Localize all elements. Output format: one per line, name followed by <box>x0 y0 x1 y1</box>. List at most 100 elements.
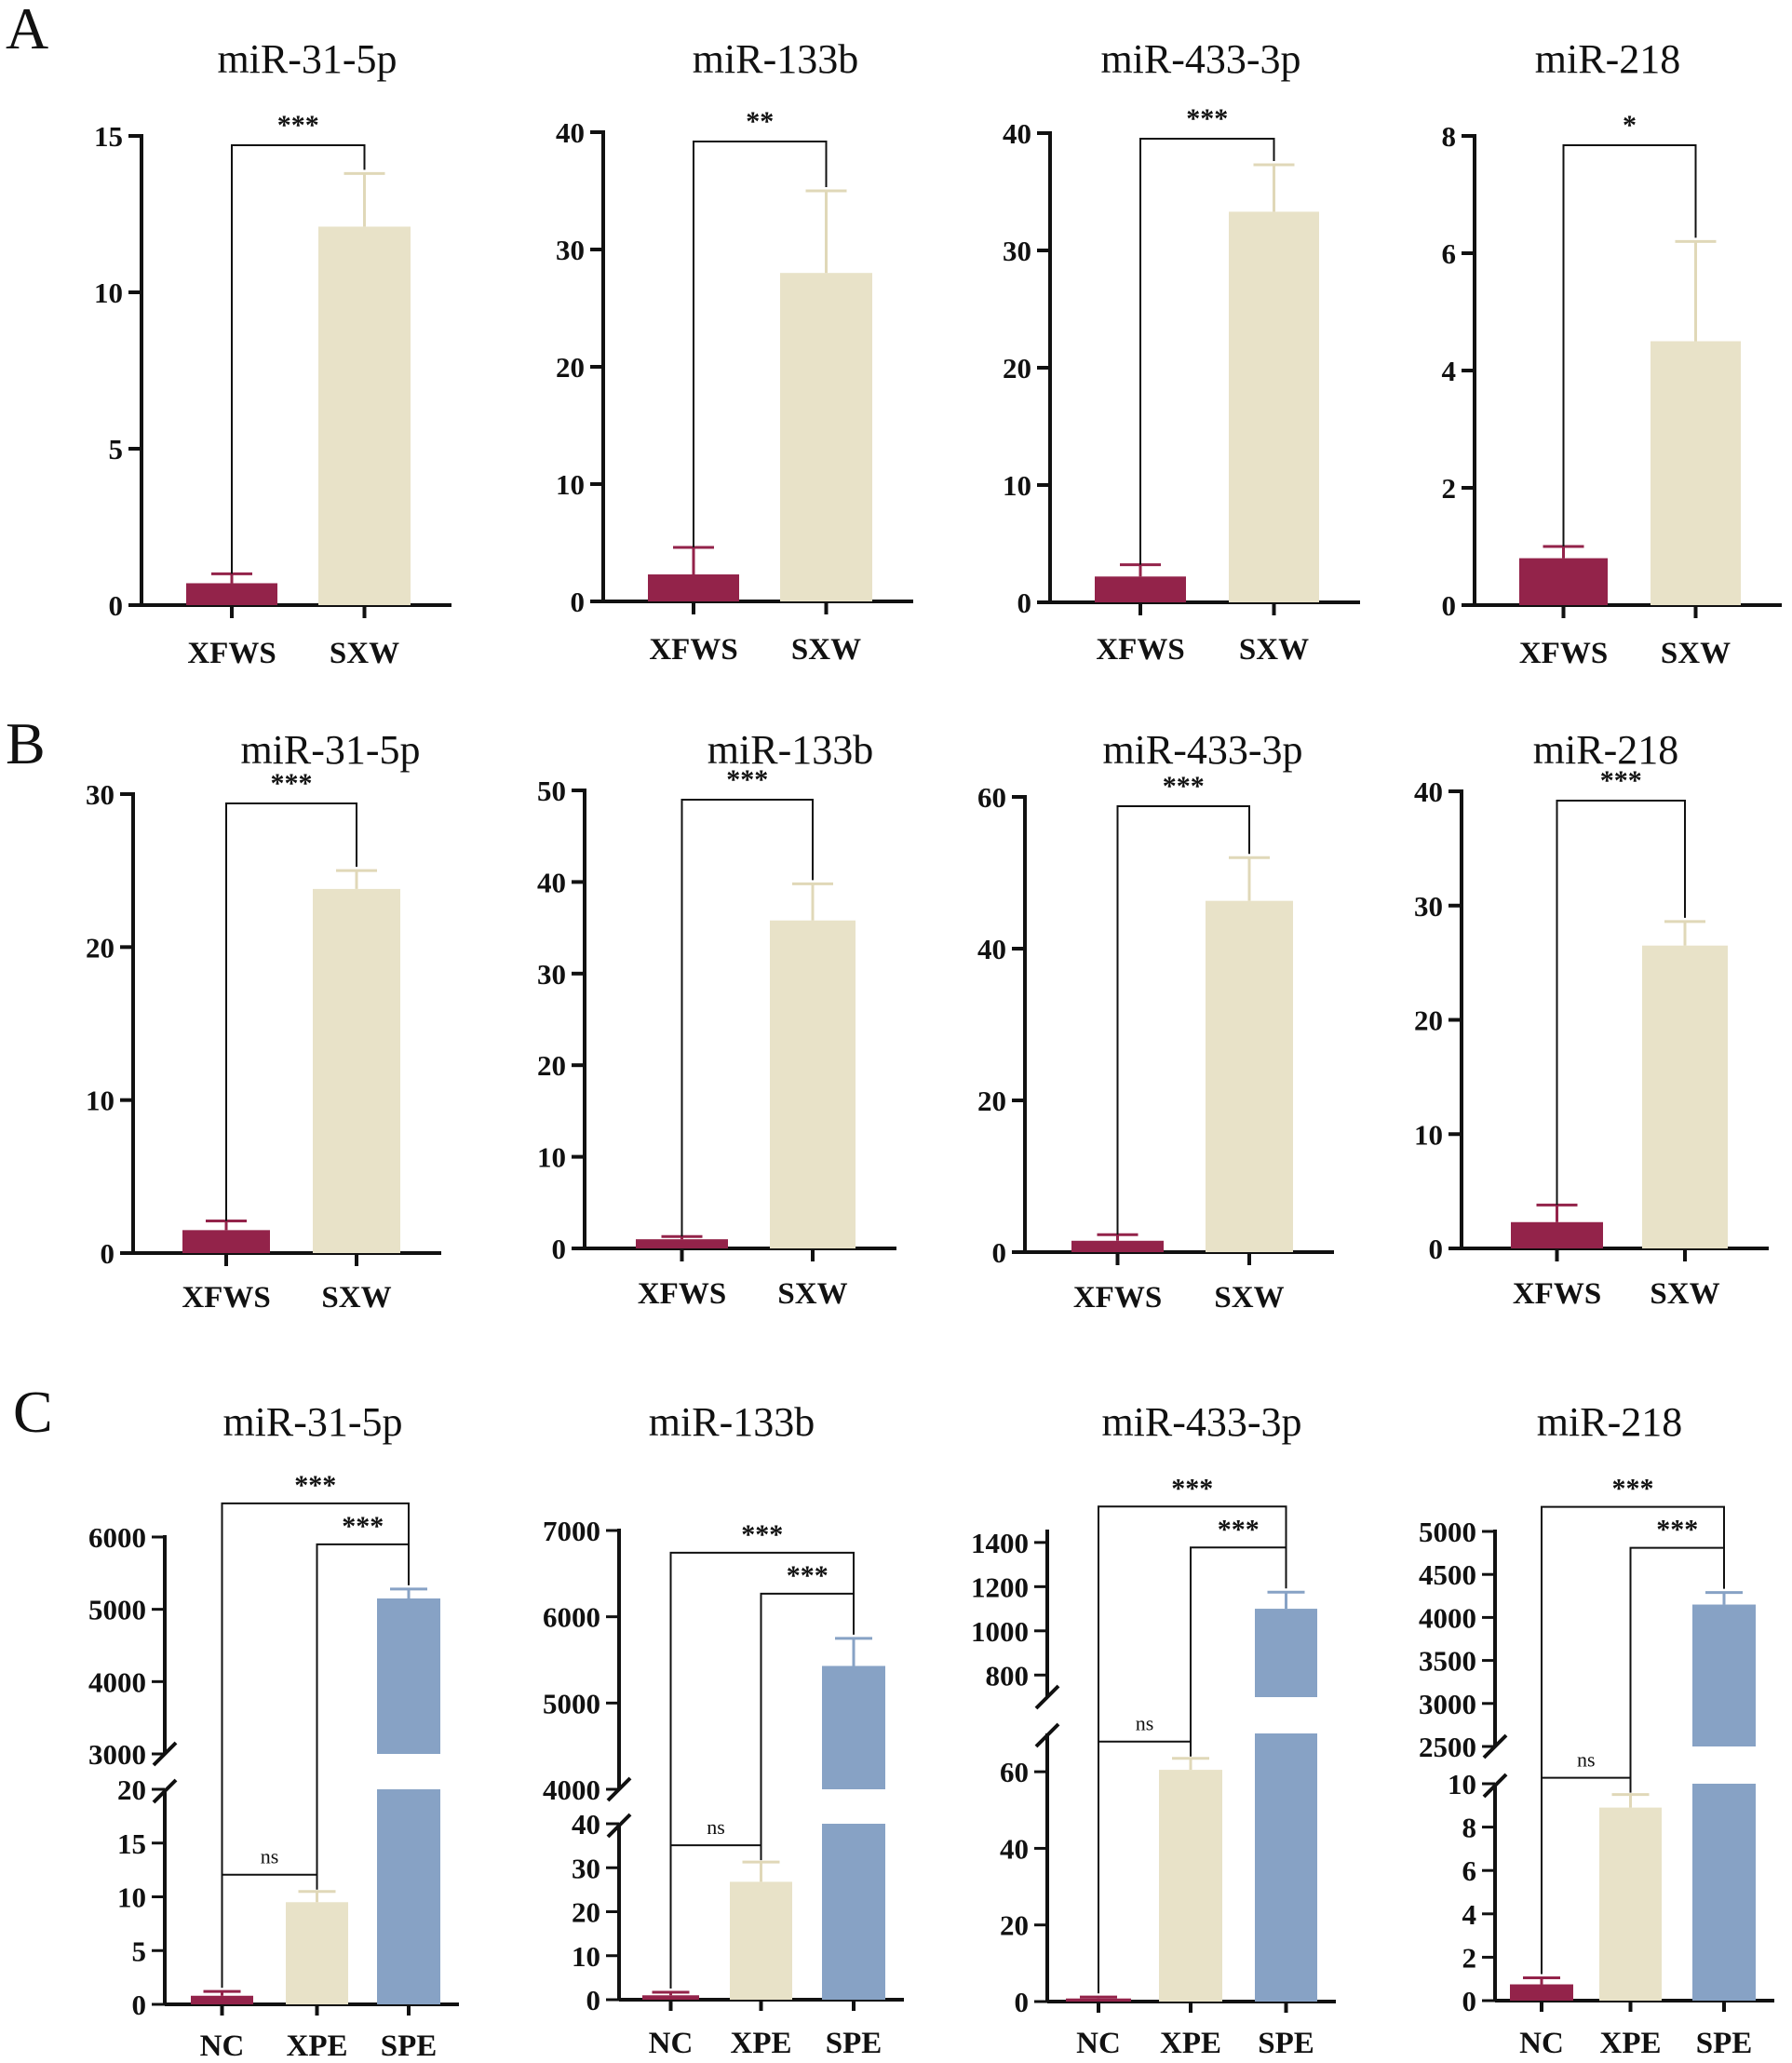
chart-b-mir-218: miR-218 0 10 20 30 40 XFWS SXW *** <box>1414 727 1769 1311</box>
significance-label: ns <box>261 1845 279 1868</box>
x-tick-label: SPE <box>826 2027 883 2060</box>
y-tick-label: 15 <box>94 120 123 153</box>
chart-title: miR-433-3p <box>1100 36 1300 82</box>
x-tick-label: SXW <box>1650 1277 1719 1311</box>
y-tick-label: 30 <box>537 958 566 991</box>
y-tick-label: 5 <box>109 433 124 465</box>
bar-xfws <box>1511 1221 1603 1248</box>
axis-break-mark <box>1034 1684 1060 1710</box>
significance-bracket <box>1562 144 1697 546</box>
bar-xfws <box>1095 576 1186 602</box>
y-tick-label: 4500 <box>1419 1558 1476 1591</box>
y-tick-label: 3000 <box>1419 1688 1476 1720</box>
x-tick-label: XFWS <box>182 1281 270 1315</box>
y-tick-label: 0 <box>1017 587 1032 619</box>
bar-nc <box>1066 1998 1131 2002</box>
y-tick-label: 0 <box>1462 1985 1477 2017</box>
x-tick-label: XFWS <box>1513 1277 1601 1311</box>
significance-bracket <box>1098 1505 1287 1994</box>
y-tick-label: 50 <box>537 775 566 807</box>
x-tick-label: SXW <box>777 1277 847 1311</box>
chart-title: miR-133b <box>707 727 873 773</box>
chart-a-mir-31-5p: miR-31-5p 0 5 10 15 XFWS SXW *** <box>94 36 451 670</box>
bar-xpe <box>730 1881 792 2000</box>
bar-spe-upper <box>1255 1609 1317 1697</box>
y-tick-label: 60 <box>1000 1756 1029 1788</box>
y-tick-label: 20 <box>86 931 115 964</box>
x-tick-label: XFWS <box>1096 633 1184 667</box>
y-tick-label: 10 <box>556 468 585 501</box>
chart-title: miR-433-3p <box>1102 727 1302 773</box>
bar-sxw <box>313 888 400 1253</box>
chart-title: miR-133b <box>693 36 858 82</box>
bar-xfws <box>1519 558 1608 605</box>
bar-sxw <box>1206 900 1293 1252</box>
bar-spe-upper <box>822 1665 885 1789</box>
y-tick-label: 0 <box>1442 589 1457 622</box>
y-tick-label: 6 <box>1442 237 1457 270</box>
bar-xfws <box>182 1230 270 1253</box>
y-tick-label: 0 <box>586 1984 601 2016</box>
y-tick-label: 10 <box>1003 469 1031 502</box>
y-tick-label: 3500 <box>1419 1645 1476 1678</box>
y-tick-label: 4 <box>1462 1898 1477 1931</box>
x-tick-label: XPE <box>1160 2027 1221 2060</box>
significance-bracket <box>760 1592 855 1846</box>
bar-sxw <box>1642 945 1728 1248</box>
significance-label: *** <box>1600 765 1642 796</box>
y-tick-label: 0 <box>571 586 586 618</box>
y-tick-label: 1400 <box>971 1527 1029 1559</box>
bar-spe-lower <box>822 1824 885 2000</box>
bar-xpe <box>1159 1770 1222 2002</box>
chart-title: miR-31-5p <box>222 1399 402 1445</box>
y-tick-label: 2 <box>1462 1941 1477 1974</box>
y-tick-label: 40 <box>537 866 566 898</box>
x-tick-label: XFWS <box>649 633 737 667</box>
chart-title: miR-218 <box>1533 727 1678 773</box>
x-tick-label: SXW <box>1661 637 1731 670</box>
y-tick-label: 40 <box>1003 117 1031 150</box>
chart-c-mir-218: miR-218 0 2 4 6 8 10 2500 3000 3500 4000 4500 5000 NC… <box>1419 1399 1774 2060</box>
chart-a-mir-218: miR-218 0 2 4 6 8 XFWS SXW * <box>1442 36 1782 670</box>
y-tick-label: 40 <box>572 1808 600 1841</box>
y-tick-label: 4000 <box>543 1773 600 1806</box>
x-tick-label: SXW <box>1214 1281 1284 1315</box>
axis-break-mark <box>1482 1773 1508 1799</box>
bar-xfws <box>186 583 277 605</box>
bar-xpe <box>1599 1807 1662 2001</box>
y-tick-label: 20 <box>1000 1909 1029 1942</box>
significance-bracket <box>1139 138 1275 565</box>
y-tick-label: 0 <box>101 1237 115 1270</box>
significance-bracket <box>1556 800 1686 1206</box>
significance-label: ns <box>1577 1748 1596 1772</box>
bar-nc <box>191 1995 253 2004</box>
chart-b-mir-133b: miR-133b 0 10 20 30 40 50 XFWS SXW *** <box>537 727 896 1311</box>
x-tick-label: SXW <box>791 633 861 667</box>
y-tick-label: 20 <box>556 351 585 384</box>
y-tick-label: 20 <box>537 1049 566 1082</box>
y-tick-label: 8 <box>1462 1812 1477 1844</box>
y-tick-label: 7000 <box>543 1515 600 1547</box>
bar-nc <box>1510 1984 1573 2001</box>
y-tick-label: 20 <box>117 1773 146 1806</box>
chart-title: miR-133b <box>649 1399 815 1445</box>
significance-label: *** <box>1163 771 1205 802</box>
y-tick-label: 40 <box>556 116 585 149</box>
bar-xfws <box>648 574 739 601</box>
y-tick-label: 4000 <box>1419 1601 1476 1634</box>
y-tick-label: 4 <box>1442 355 1457 387</box>
y-tick-label: 0 <box>132 1989 147 2021</box>
y-tick-label: 5000 <box>1419 1516 1476 1548</box>
y-tick-label: 1000 <box>971 1615 1029 1648</box>
y-tick-label: 5 <box>132 1935 147 1967</box>
y-tick-label: 0 <box>992 1236 1007 1269</box>
y-tick-label: 6000 <box>543 1601 600 1634</box>
significance-label: *** <box>787 1560 829 1591</box>
significance-label: *** <box>271 768 313 799</box>
chart-title: miR-31-5p <box>240 727 420 773</box>
y-tick-label: 20 <box>572 1896 600 1929</box>
x-tick-label: NC <box>1076 2027 1121 2060</box>
significance-bracket <box>221 1502 410 1989</box>
